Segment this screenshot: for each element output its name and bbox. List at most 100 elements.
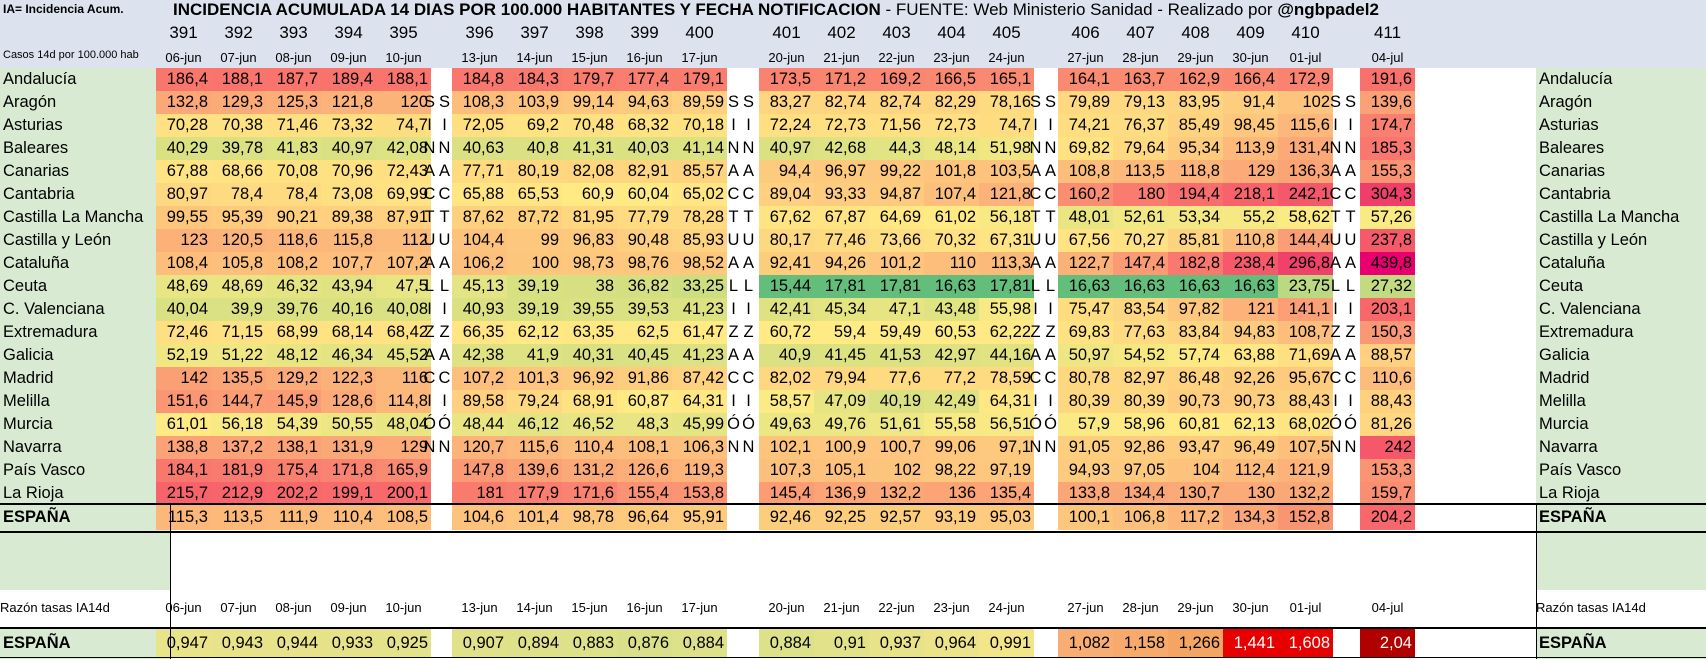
ratio-date-header: 23-jun bbox=[933, 599, 970, 615]
weekend-marker: L bbox=[1030, 277, 1041, 295]
espana-incidence-cell: 95,03 bbox=[979, 505, 1034, 530]
incidence-cell: 82,74 bbox=[869, 91, 924, 114]
incidence-cell: 68,42 bbox=[376, 321, 431, 344]
weekend-marker: I bbox=[1348, 116, 1353, 134]
incidence-cell: 61,47 bbox=[672, 321, 727, 344]
ratio-cell: 1,608 bbox=[1278, 629, 1333, 657]
incidence-cell: 81,26 bbox=[1360, 413, 1415, 436]
incidence-cell: 147,4 bbox=[1113, 252, 1168, 275]
date-header: 22-jun bbox=[878, 49, 915, 65]
weekend-marker: Z bbox=[439, 323, 450, 341]
incidence-cell: 92,41 bbox=[759, 252, 814, 275]
incidence-cell: 48,14 bbox=[924, 137, 979, 160]
incidence-cell: 48,01 bbox=[1058, 206, 1113, 229]
incidence-cell: 53,34 bbox=[1168, 206, 1223, 229]
incidence-cell: 122,3 bbox=[321, 367, 376, 390]
incidence-cell: 15,44 bbox=[759, 275, 814, 298]
incidence-cell: 116 bbox=[376, 367, 431, 390]
region-label-left: Madrid bbox=[3, 369, 54, 387]
incidence-cell: 153,3 bbox=[1360, 459, 1415, 482]
incidence-cell: 130 bbox=[1223, 482, 1278, 505]
incidence-cell: 99,06 bbox=[924, 436, 979, 459]
weekend-marker: T bbox=[424, 208, 435, 226]
region-label-right: Canarias bbox=[1539, 162, 1606, 180]
ratio-espana-top-border bbox=[0, 627, 1706, 629]
weekend-marker: I bbox=[1333, 392, 1338, 410]
incidence-cell: 113,3 bbox=[979, 252, 1034, 275]
weekend-marker: T bbox=[1045, 208, 1056, 226]
incidence-cell: 48,69 bbox=[211, 275, 266, 298]
espana-incidence-cell: 134,3 bbox=[1223, 505, 1278, 530]
weekend-marker: C bbox=[423, 369, 436, 387]
weekend-marker: I bbox=[1348, 300, 1353, 318]
incidence-cell: 130,7 bbox=[1168, 482, 1223, 505]
ratio-date-header: 28-jun bbox=[1122, 599, 1159, 615]
incidence-cell: 89,58 bbox=[452, 390, 507, 413]
weekend-marker: I bbox=[1348, 392, 1353, 410]
weekend-marker: A bbox=[742, 346, 754, 364]
incidence-cell: 49,63 bbox=[759, 413, 814, 436]
incidence-cell: 128,6 bbox=[321, 390, 376, 413]
incidence-cell: 87,72 bbox=[507, 206, 562, 229]
espana-incidence-cell: 96,64 bbox=[617, 505, 672, 530]
incidence-cell: 108,7 bbox=[1278, 321, 1333, 344]
incidence-cell: 46,52 bbox=[562, 413, 617, 436]
incidence-cell: 96,49 bbox=[1223, 436, 1278, 459]
espana-incidence-cell: 110,4 bbox=[321, 505, 376, 530]
incidence-cell: 182,8 bbox=[1168, 252, 1223, 275]
weekend-marker: U bbox=[742, 231, 755, 249]
weekend-marker: C bbox=[1329, 185, 1342, 203]
incidence-cell: 51,98 bbox=[979, 137, 1034, 160]
weekend-marker: S bbox=[1329, 93, 1341, 111]
date-header: 01-jul bbox=[1289, 49, 1322, 65]
incidence-cell: 77,46 bbox=[814, 229, 869, 252]
week-number: 393 bbox=[279, 23, 308, 42]
incidence-cell: 113,9 bbox=[1223, 137, 1278, 160]
incidence-cell: 51,61 bbox=[869, 413, 924, 436]
date-header: 20-jun bbox=[768, 49, 805, 65]
incidence-cell: 33,25 bbox=[672, 275, 727, 298]
incidence-cell: 67,56 bbox=[1058, 229, 1113, 252]
incidence-cell: 44,3 bbox=[869, 137, 924, 160]
incidence-cell: 88,43 bbox=[1360, 390, 1415, 413]
weekend-marker: I bbox=[1048, 300, 1053, 318]
weekend-marker: I bbox=[427, 300, 432, 318]
weekend-marker: Ó bbox=[438, 415, 451, 433]
weekend-marker: U bbox=[1029, 231, 1042, 249]
weekend-marker: I bbox=[731, 300, 736, 318]
weekend-marker: S bbox=[1044, 93, 1056, 111]
week-number: 397 bbox=[520, 23, 549, 42]
incidence-cell: 100,7 bbox=[869, 436, 924, 459]
region-label-right: Baleares bbox=[1539, 139, 1605, 157]
incidence-cell: 47,09 bbox=[814, 390, 869, 413]
region-label-left: País Vasco bbox=[3, 461, 86, 479]
incidence-cell: 70,32 bbox=[924, 229, 979, 252]
incidence-cell: 439,8 bbox=[1360, 252, 1415, 275]
incidence-cell: 169,2 bbox=[869, 68, 924, 91]
incidence-cell: 177,4 bbox=[617, 68, 672, 91]
week-number: 406 bbox=[1071, 23, 1100, 42]
incidence-cell: 166,4 bbox=[1223, 68, 1278, 91]
incidence-cell: 81,95 bbox=[562, 206, 617, 229]
espana-incidence-cell: 95,91 bbox=[672, 505, 727, 530]
ratio-date-header: 13-jun bbox=[461, 599, 498, 615]
incidence-cell: 63,88 bbox=[1223, 344, 1278, 367]
incidence-cell: 97,05 bbox=[1113, 459, 1168, 482]
incidence-cell: 50,55 bbox=[321, 413, 376, 436]
region-label-right: Ceuta bbox=[1539, 277, 1584, 295]
incidence-cell: 78,4 bbox=[211, 183, 266, 206]
incidence-cell: 123 bbox=[156, 229, 211, 252]
weekend-marker: Z bbox=[1330, 323, 1341, 341]
incidence-cell: 79,64 bbox=[1113, 137, 1168, 160]
ratio-date-header: 29-jun bbox=[1177, 599, 1214, 615]
weekend-marker: N bbox=[438, 139, 451, 157]
weekend-marker: L bbox=[1345, 277, 1356, 295]
weekend-marker: N bbox=[1029, 438, 1042, 456]
espana-incidence-cell: 111,9 bbox=[266, 505, 321, 530]
incidence-cell: 83,84 bbox=[1168, 321, 1223, 344]
incidence-cell: 144,4 bbox=[1278, 229, 1333, 252]
incidence-cell: 89,38 bbox=[321, 206, 376, 229]
ratio-date-header: 14-jun bbox=[516, 599, 553, 615]
ratio-cell: 2,04 bbox=[1360, 629, 1415, 657]
incidence-cell: 42,08 bbox=[376, 137, 431, 160]
